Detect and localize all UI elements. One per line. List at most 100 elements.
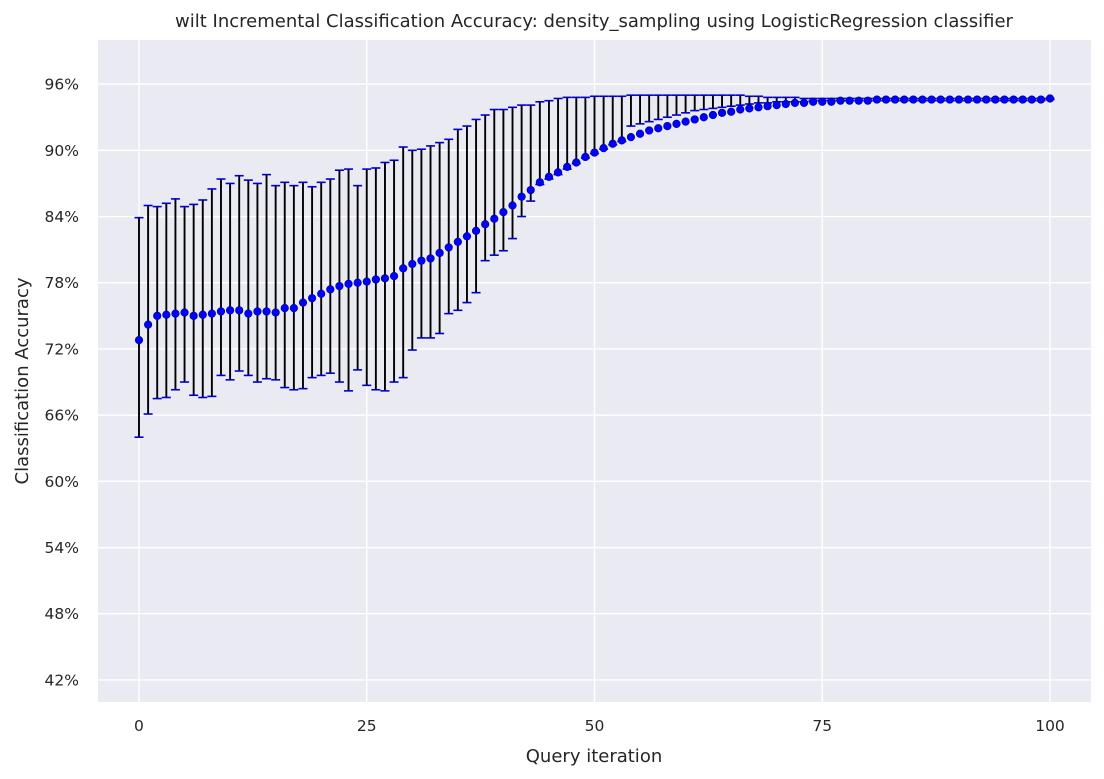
data-point [526,185,535,195]
data-point [654,124,663,133]
data-point [836,96,845,105]
data-point [544,172,554,181]
data-point [499,208,508,217]
data-point [690,115,699,124]
data-point [891,95,900,104]
data-point [171,309,180,318]
data-point [727,107,736,116]
data-point [317,289,326,298]
data-point [790,98,800,107]
data-point [763,102,772,111]
data-point [927,95,936,104]
data-point [189,311,198,320]
data-point [936,95,945,104]
x-tick-label: 50 [585,717,605,735]
data-point [963,95,973,104]
data-point [481,220,490,229]
data-point [490,214,499,223]
data-point [1009,95,1018,104]
data-point [881,95,891,104]
data-point [909,95,918,104]
x-tick-label: 100 [1035,717,1065,735]
data-point [444,243,453,252]
tick-labels: 0 25 50 75 100 42% 48% 54% 60% 66% 72% 78% 84% 90% 96% [45,76,1065,735]
data-point [134,336,144,345]
data-point [389,272,399,281]
data-point [535,178,544,187]
data-point [1036,95,1045,104]
y-tick-label: 48% [45,605,79,623]
data-point [599,144,608,153]
data-point [362,277,371,286]
data-point [426,254,435,263]
data-point [754,103,763,112]
data-point [617,136,626,145]
data-point [945,95,954,104]
x-axis-label: Query iteration [526,746,662,767]
data-point [973,95,982,104]
data-point [681,117,690,126]
data-points [134,94,1055,345]
data-point [745,104,754,113]
data-point [508,201,517,210]
y-tick-label: 90% [45,142,79,160]
data-point [918,95,927,104]
data-point [326,285,335,294]
data-point [253,307,262,316]
data-point [736,105,745,114]
y-tick-label: 78% [45,274,79,292]
data-point [280,304,289,313]
data-point [863,96,872,105]
data-point [144,320,153,329]
x-tick-label: 25 [357,717,377,735]
data-point [663,121,672,131]
data-point [216,307,226,316]
data-point [872,95,882,104]
data-point [572,158,581,167]
y-tick-label: 84% [45,208,79,226]
data-point [353,278,362,287]
data-point [772,100,781,110]
data-point [235,306,244,315]
y-tick-label: 96% [45,76,79,94]
data-point [799,98,809,107]
data-point [244,309,253,318]
data-point [307,294,317,303]
data-point [380,274,390,283]
y-tick-label: 42% [45,671,79,689]
data-point [954,95,964,104]
data-point [180,308,189,317]
data-point [781,99,790,109]
data-point [1000,95,1009,104]
data-point [672,119,681,128]
data-point [408,259,417,269]
data-point [453,237,462,247]
data-point [635,129,645,138]
data-point [699,113,708,122]
data-point [225,306,235,315]
data-point [462,232,472,241]
data-point [399,264,408,273]
data-point [271,308,280,317]
y-axis-label: Classification Accuracy [12,277,33,484]
data-point [854,96,863,105]
y-tick-label: 72% [45,340,79,358]
data-point [207,309,216,318]
data-point [435,248,444,258]
data-point [1027,95,1036,104]
data-point [845,96,854,105]
data-point [153,311,162,320]
grid-lines [98,40,1091,702]
data-point [162,310,171,319]
data-point [581,152,590,162]
data-point [827,97,836,106]
data-point [471,226,481,235]
data-point [717,108,727,117]
data-point [645,126,654,135]
data-point [982,95,991,104]
data-point [198,310,207,319]
data-point [289,304,298,313]
data-point [553,168,563,177]
data-point [298,298,308,307]
